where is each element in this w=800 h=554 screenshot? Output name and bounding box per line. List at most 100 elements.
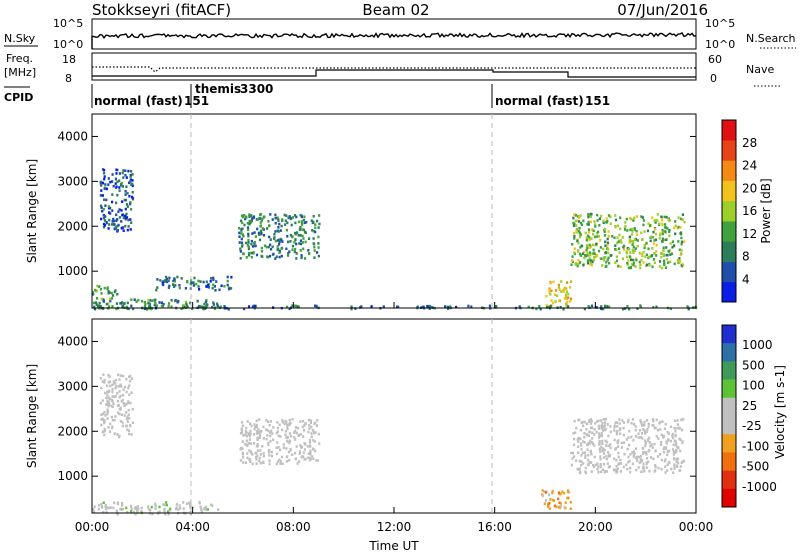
velocity-cell <box>313 440 316 443</box>
velocity-cell <box>599 457 602 461</box>
power-cell <box>129 178 132 181</box>
power-cell <box>455 305 458 309</box>
power-cell <box>573 247 576 250</box>
velocity-cell <box>120 413 123 416</box>
velocity-cell <box>570 451 573 455</box>
power-cell <box>569 297 573 301</box>
velocity-cell <box>309 449 312 453</box>
power-cell <box>155 304 158 308</box>
power-cell <box>247 232 250 236</box>
velocity-cell <box>293 436 296 439</box>
velocity-cell <box>303 424 306 427</box>
velocity-cell <box>654 465 657 469</box>
velocity-cell <box>106 412 109 416</box>
velocity-cell <box>106 399 109 402</box>
velocity-cell <box>590 470 593 473</box>
velocity-cell <box>306 445 309 448</box>
power-cell <box>626 263 629 266</box>
power-cell <box>664 238 667 242</box>
velocity-cell <box>294 426 297 429</box>
power-cell <box>634 247 637 250</box>
velocity-cell <box>149 509 152 512</box>
velocity-cell <box>107 396 110 399</box>
velocity-cell <box>587 453 590 457</box>
power-cell <box>569 280 573 283</box>
power-cell <box>260 229 263 233</box>
velocity-cell <box>588 442 591 445</box>
velocity-cell <box>106 393 109 397</box>
power-cell <box>579 233 582 237</box>
velocity-cell <box>668 461 671 464</box>
power-cell <box>126 305 129 309</box>
power-cell <box>110 291 113 295</box>
power-cell <box>93 307 97 311</box>
x-tick-label: 12:00 <box>377 520 412 534</box>
power-cell <box>616 236 619 239</box>
power-cell <box>302 247 305 251</box>
velocity-cell <box>106 390 109 394</box>
power-cell <box>586 251 589 255</box>
velocity-cell <box>269 431 272 435</box>
velocity-cell <box>262 425 265 429</box>
velocity-cell <box>579 428 582 432</box>
power-cell <box>626 229 629 232</box>
velocity-cell <box>276 460 280 463</box>
velocity-cell <box>140 506 143 510</box>
velocity-cell <box>630 422 633 425</box>
power-cell <box>642 223 645 227</box>
velocity-cell <box>654 464 657 467</box>
power-cell <box>120 226 123 230</box>
velocity-cell <box>580 463 583 467</box>
power-cell <box>633 249 636 252</box>
power-cell <box>111 180 114 183</box>
velocity-cell <box>293 431 296 434</box>
power-cell <box>570 263 573 267</box>
velocity-cell <box>245 443 248 447</box>
power-cell <box>207 286 210 289</box>
power-cell <box>130 298 133 301</box>
velocity-cell <box>200 510 203 513</box>
power-colorbar-segment <box>722 200 736 222</box>
power-cell <box>601 264 604 267</box>
power-ytick-label: 4000 <box>57 129 88 143</box>
velocity-cell <box>312 429 315 432</box>
power-cell <box>260 232 263 235</box>
velocity-cell <box>677 461 680 465</box>
velocity-cell <box>584 466 587 470</box>
power-cell <box>238 231 241 235</box>
power-cell <box>302 218 305 222</box>
power-cell <box>653 239 656 242</box>
power-cell <box>108 223 111 226</box>
power-cell <box>239 248 242 252</box>
velocity-cell <box>641 437 644 440</box>
power-cell <box>165 275 168 279</box>
power-cell <box>569 300 572 303</box>
velocity-cell <box>120 385 123 388</box>
velocity-cell <box>597 424 600 428</box>
power-cell <box>597 235 601 238</box>
power-cell <box>658 237 661 240</box>
velocity-cell <box>642 446 645 450</box>
velocity-cell <box>676 426 679 430</box>
velocity-cell <box>641 424 644 427</box>
velocity-cell <box>583 432 586 435</box>
power-cell <box>587 220 590 224</box>
time-axis-label: Time UT <box>368 539 419 553</box>
power-cell <box>632 263 635 267</box>
power-cell <box>159 279 162 282</box>
power-cell <box>122 229 125 232</box>
velocity-cell <box>251 462 254 466</box>
velocity-cell <box>631 462 634 466</box>
power-cell <box>302 228 305 232</box>
velocity-cell <box>580 454 583 457</box>
velocity-cell <box>92 508 95 511</box>
velocity-cell <box>103 429 107 433</box>
velocity-cell <box>311 447 314 451</box>
power-cell <box>631 240 634 243</box>
power-cell <box>622 248 626 251</box>
power-cell <box>130 221 133 224</box>
velocity-cell <box>664 458 667 461</box>
velocity-cell <box>262 454 265 458</box>
power-cell <box>628 239 631 242</box>
power-cell <box>147 301 150 305</box>
